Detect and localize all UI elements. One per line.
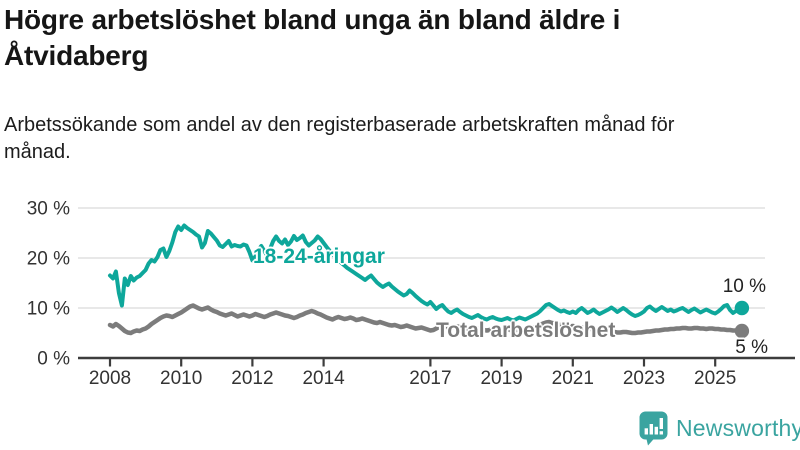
x-tick-label: 2014 — [302, 368, 345, 389]
endpoint-dot-total — [734, 323, 750, 339]
x-tick-label: 2025 — [694, 368, 736, 389]
x-tick-label: 2008 — [89, 368, 131, 389]
page-title: Högre arbetslöshet bland unga än bland ä… — [4, 4, 621, 71]
newsworthy-logo-icon — [639, 411, 668, 446]
x-tick-label: 2012 — [231, 368, 273, 389]
x-tick-label: 2010 — [160, 368, 202, 389]
y-tick-label: 0 % — [37, 349, 70, 370]
brand-name: Newsworthy — [676, 415, 800, 441]
x-tick-label: 2021 — [552, 368, 594, 389]
end-value-label-youth: 10 % — [722, 276, 766, 297]
end-value-label-total: 5 % — [735, 337, 768, 358]
brand-footer: Newsworthy — [639, 411, 800, 446]
endpoint-dot-youth — [734, 300, 750, 316]
x-tick-label: 2023 — [623, 368, 665, 389]
y-tick-label: 30 % — [27, 199, 70, 220]
series-line-total — [107, 303, 745, 336]
x-tick-label: 2019 — [480, 368, 522, 389]
chart-subtitle: Arbetssökande som andel av den registerb… — [4, 114, 675, 163]
series-line-youth — [108, 223, 744, 323]
series-label-total: Total arbetslöshet — [436, 319, 616, 342]
x-tick-label: 2017 — [409, 368, 451, 389]
series-label-youth: 18-24-åringar — [253, 245, 385, 268]
y-tick-label: 20 % — [27, 249, 70, 270]
y-tick-label: 10 % — [27, 299, 70, 320]
